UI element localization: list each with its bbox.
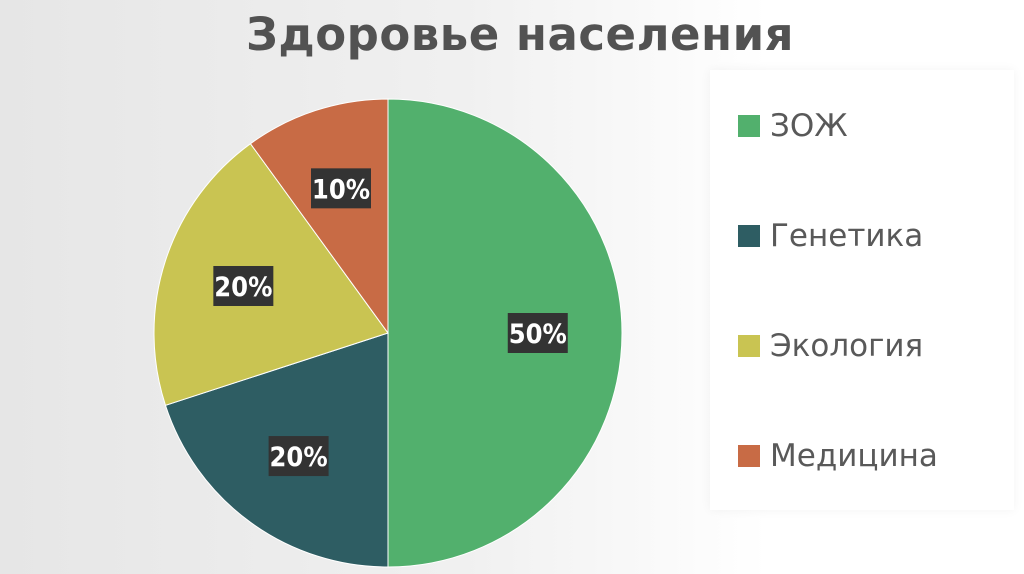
page-title: Здоровье населения [245, 8, 795, 61]
legend-label-ekologiya: Экология [770, 328, 924, 364]
data-label-text-zozh: 50% [509, 319, 567, 350]
pie-slice-meditsina [249, 98, 389, 335]
data-label-genetika: 20% [268, 436, 329, 477]
data-label-meditsina: 10% [310, 168, 371, 209]
legend-swatch-genetika [738, 225, 760, 247]
pie-data-labels: 50% 20% 20% 10% [213, 168, 568, 477]
chart-legend: ЗОЖ Генетика Экология Медицина [738, 106, 1018, 546]
data-label-box-zozh [507, 313, 568, 353]
legend-item-genetika: Генетика [738, 216, 1018, 256]
data-label-ekologiya: 20% [213, 265, 274, 306]
data-label-text-genetika: 20% [270, 442, 328, 473]
legend-swatch-ekologiya [738, 335, 760, 357]
data-label-text-ekologiya: 20% [214, 272, 272, 303]
data-label-zozh: 50% [507, 313, 568, 353]
data-label-text-meditsina: 10% [312, 174, 370, 205]
legend-swatch-meditsina [738, 445, 760, 467]
legend-swatch-zozh [738, 115, 760, 137]
legend-label-genetika: Генетика [770, 218, 924, 254]
data-label-box-genetika [268, 436, 329, 477]
legend-label-zozh: ЗОЖ [770, 108, 848, 144]
data-label-box-meditsina [310, 168, 371, 209]
legend-item-meditsina: Медицина [738, 436, 1018, 476]
data-label-box-ekologiya [213, 265, 274, 306]
legend-item-ekologiya: Экология [738, 326, 1018, 366]
pie-slice-zozh [387, 98, 623, 568]
legend-item-zozh: ЗОЖ [738, 106, 1018, 146]
legend-label-meditsina: Медицина [770, 438, 938, 474]
legend-box [710, 70, 1014, 510]
